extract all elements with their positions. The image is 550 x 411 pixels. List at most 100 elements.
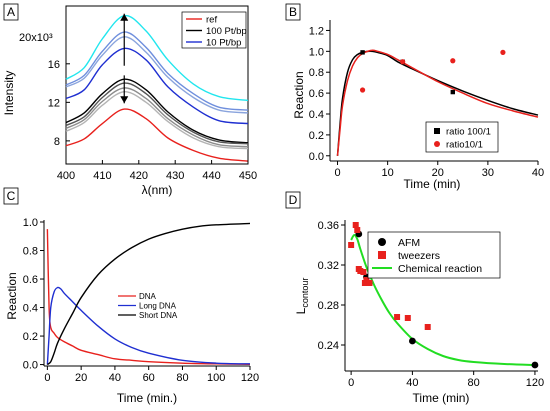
panel-c-y-tick-label-2: 0.2 — [23, 331, 38, 343]
panel-b-y-tick-label-4: 0.6 — [309, 88, 324, 100]
panel-b: B 0 10 20 30 40 0.0 0.2 0.4 0.6 0.8 1.0 1.2 Reacti… — [285, 3, 544, 191]
panel-a-series-line-4 — [65, 47, 249, 125]
panel-b-letter: B — [289, 5, 297, 19]
panel-a-arrow-head-1 — [120, 13, 129, 21]
panel-d-x-tick-label-4: 120 — [526, 377, 544, 389]
panel-d-legend-marker-2 — [378, 251, 386, 259]
panel-d-y-tick-label-2: 0.28 — [318, 300, 339, 312]
panel-c-series-line-3 — [46, 222, 251, 366]
panel-c-x-tick-label-6: 100 — [207, 372, 225, 384]
panel-c-series — [46, 222, 251, 366]
panel-a-y-tick-label-3: 16 — [48, 59, 60, 71]
panel-d-square-point-2-2 — [352, 222, 359, 228]
panel-d-y-tick-label-4: 0.36 — [318, 220, 339, 232]
panel-c-xlabel: Time (min.) — [117, 391, 177, 405]
panel-a-x-ticks: 400 410 420 430 440 450 — [57, 160, 257, 182]
panel-d-series — [350, 234, 535, 366]
panel-c-y-tick-label-5: 0.8 — [23, 246, 38, 258]
panel-c-y-ticks: 0.0 0.2 0.4 0.6 0.8 1.0 — [23, 217, 44, 372]
panel-a-series-line-2 — [65, 31, 249, 111]
panel-a-y-tick-label-2: 12 — [48, 97, 60, 109]
panel-d-y-ticks: 0.24 0.28 0.32 0.36 — [318, 220, 345, 352]
panel-b-square-point-1-3 — [450, 89, 455, 95]
panel-c-x-ticks: 0 20 40 60 80 100 120 — [44, 366, 259, 384]
panel-a-arrow-head-2 — [120, 96, 129, 104]
panel-b-xlabel: Time (min) — [404, 177, 461, 191]
panel-b-series-line-2 — [336, 49, 539, 156]
panel-d-square-point-2-5 — [357, 268, 364, 274]
panel-d-square-point-2-1 — [348, 242, 355, 248]
panel-c-x-tick-label-7: 120 — [241, 372, 259, 384]
panel-b-legend-label-1: ratio 100/1 — [446, 127, 491, 138]
panel-a-ytop-label: 20x10³ — [19, 32, 53, 44]
panel-a-series-line-1 — [65, 14, 249, 102]
panel-c-legend-label-2: Long DNA — [139, 302, 177, 311]
panel-c-letter: C — [7, 189, 16, 203]
panel-d-x-tick-label-1: 0 — [348, 377, 354, 389]
panel-b-legend-marker-1 — [434, 128, 440, 134]
panel-b-y-tick-label-5: 0.8 — [309, 67, 324, 79]
panel-a-legend-label-2: 100 Pt/bp — [206, 26, 247, 37]
panel-a-y-ticks: 8 12 16 — [48, 59, 70, 148]
panel-c-legend-label-1: DNA — [139, 292, 157, 301]
panel-d-legend-label-2: tweezers — [398, 250, 440, 262]
panel-c-y-tick-label-6: 1.0 — [23, 217, 38, 229]
panel-d-circle-point-1-3 — [408, 337, 416, 345]
panel-a-legend-label-3: 10 Pt/bp — [206, 38, 241, 49]
panel-a-x-tick-label-5: 440 — [202, 170, 220, 182]
panel-d-square-point-2-10 — [394, 314, 401, 320]
panel-d-legend-label-1: AFM — [398, 237, 420, 249]
panel-c-x-tick-label-5: 80 — [176, 372, 188, 384]
panel-a-ylabel: Intensity — [2, 71, 16, 116]
panel-d-square-point-2-12 — [424, 324, 431, 330]
panel-a-letter-box — [3, 3, 19, 21]
panel-a-legend-label-1: ref — [206, 15, 217, 26]
panel-a: A 400 410 420 430 440 450 8 12 16 20x10³ Intens… — [2, 3, 257, 197]
panel-c-x-tick-label-3: 40 — [109, 372, 121, 384]
panel-d: D 0 40 80 120 0.24 0.28 0.32 0.36 Lcontour Tim… — [285, 191, 544, 405]
panel-b-square-point-1-1 — [360, 50, 365, 55]
panel-c-legend-label-3: Short DNA — [139, 311, 178, 320]
panel-d-square-point-2-8 — [363, 277, 370, 283]
panel-c-letter-box — [3, 187, 19, 205]
panel-b-x-tick-label-3: 20 — [432, 167, 444, 179]
panel-b-circle-point-2-4 — [500, 49, 506, 55]
panel-d-letter-box — [285, 191, 301, 209]
panel-d-legend-box — [367, 231, 501, 279]
panel-d-y-tick-label-3: 0.32 — [318, 260, 339, 272]
panel-b-circle-point-2-3 — [450, 58, 456, 64]
panel-b-letter-box — [285, 3, 301, 21]
panel-b-legend-marker-2 — [434, 141, 440, 147]
panel-a-x-tick-label-6: 450 — [239, 170, 257, 182]
panel-d-square-point-2-9 — [366, 280, 373, 286]
panel-a-xlabel: λ(nm) — [142, 183, 173, 197]
panel-d-x-ticks: 0 40 80 120 — [348, 371, 544, 389]
panel-a-series-line-8 — [65, 91, 249, 150]
panel-b-series-line-1 — [336, 50, 539, 156]
panel-a-y-tick-label-1: 8 — [54, 136, 60, 148]
panel-d-ylabel-main: L — [294, 307, 308, 314]
panel-d-square-point-2-11 — [404, 315, 411, 321]
panel-c-x-tick-label-1: 0 — [44, 372, 50, 384]
panel-a-series-line-9 — [65, 108, 249, 162]
panel-d-series-line-1 — [350, 234, 535, 366]
panel-b-circle-point-2-1 — [359, 87, 366, 93]
panel-c-x-tick-label-2: 20 — [75, 372, 87, 384]
panel-d-square-point-2-6 — [360, 269, 367, 275]
panel-b-y-tick-label-1: 0.0 — [309, 151, 324, 163]
panel-c-ylabel: Reaction — [5, 272, 19, 319]
panel-d-y-tick-label-1: 0.24 — [318, 340, 339, 352]
panel-a-letter: A — [7, 5, 15, 19]
panel-a-series-line-6 — [65, 82, 249, 145]
panel-b-legend-box — [425, 121, 499, 153]
panel-b-y-tick-label-3: 0.4 — [309, 109, 324, 121]
panel-a-series-line-5 — [65, 78, 249, 144]
panel-b-y-tick-label-2: 0.2 — [309, 130, 324, 142]
panel-c-series-line-1 — [46, 229, 251, 365]
panel-c-y-tick-label-4: 0.6 — [23, 274, 38, 286]
panel-d-xlabel: Time (min) — [413, 391, 470, 405]
panel-d-points — [348, 222, 539, 369]
